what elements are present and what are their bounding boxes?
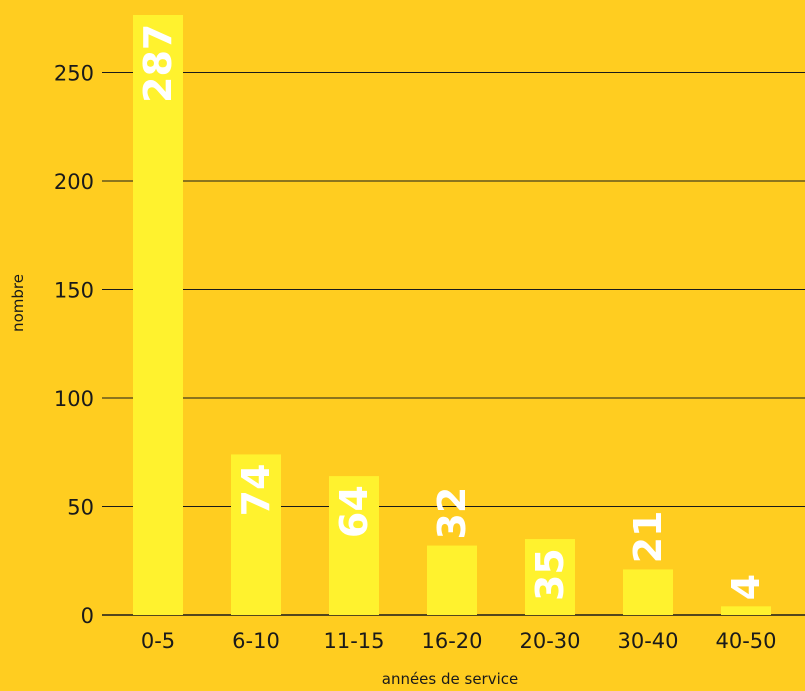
x-tick-label-30-40: 30-40	[617, 629, 678, 653]
y-tick-label-250: 250	[54, 62, 94, 86]
x-tick-label-0-5: 0-5	[141, 629, 175, 653]
y-tick-labels: 0 50 100 150 200 250	[54, 62, 94, 629]
x-tick-label-6-10: 6-10	[232, 629, 280, 653]
bar-0-5	[133, 15, 183, 615]
bar-30-40	[623, 569, 673, 615]
value-label-11-15: 64	[332, 485, 376, 538]
y-axis-title: nombre	[9, 274, 27, 332]
bar-6-10	[231, 454, 281, 615]
y-tick-label-150: 150	[54, 279, 94, 303]
x-axis-title: années de service	[382, 670, 519, 688]
y-tick-label-50: 50	[67, 496, 94, 520]
value-label-0-5: 287	[136, 24, 180, 103]
x-tick-label-40-50: 40-50	[715, 629, 776, 653]
gridlines	[102, 72, 805, 616]
bar-20-30	[525, 539, 575, 615]
value-label-20-30: 35	[528, 548, 572, 601]
x-tick-labels: 0-5 6-10 11-15 16-20 20-30 30-40 40-50	[141, 629, 777, 653]
y-tick-label-100: 100	[54, 387, 94, 411]
value-label-30-40: 21	[626, 511, 670, 564]
x-tick-label-11-15: 11-15	[323, 629, 384, 653]
y-tick-label-0: 0	[81, 604, 94, 628]
bar-11-15	[329, 476, 379, 615]
y-tick-label-200: 200	[54, 170, 94, 194]
bar-16-20	[427, 545, 477, 615]
value-label-6-10: 74	[234, 464, 278, 517]
value-labels: 287 74 64 32 35 21 4	[136, 24, 768, 601]
bar-40-50	[721, 606, 771, 615]
x-tick-label-20-30: 20-30	[519, 629, 580, 653]
value-label-16-20: 32	[430, 487, 474, 540]
x-tick-label-16-20: 16-20	[421, 629, 482, 653]
bars	[133, 15, 771, 615]
value-label-40-50: 4	[724, 574, 768, 600]
